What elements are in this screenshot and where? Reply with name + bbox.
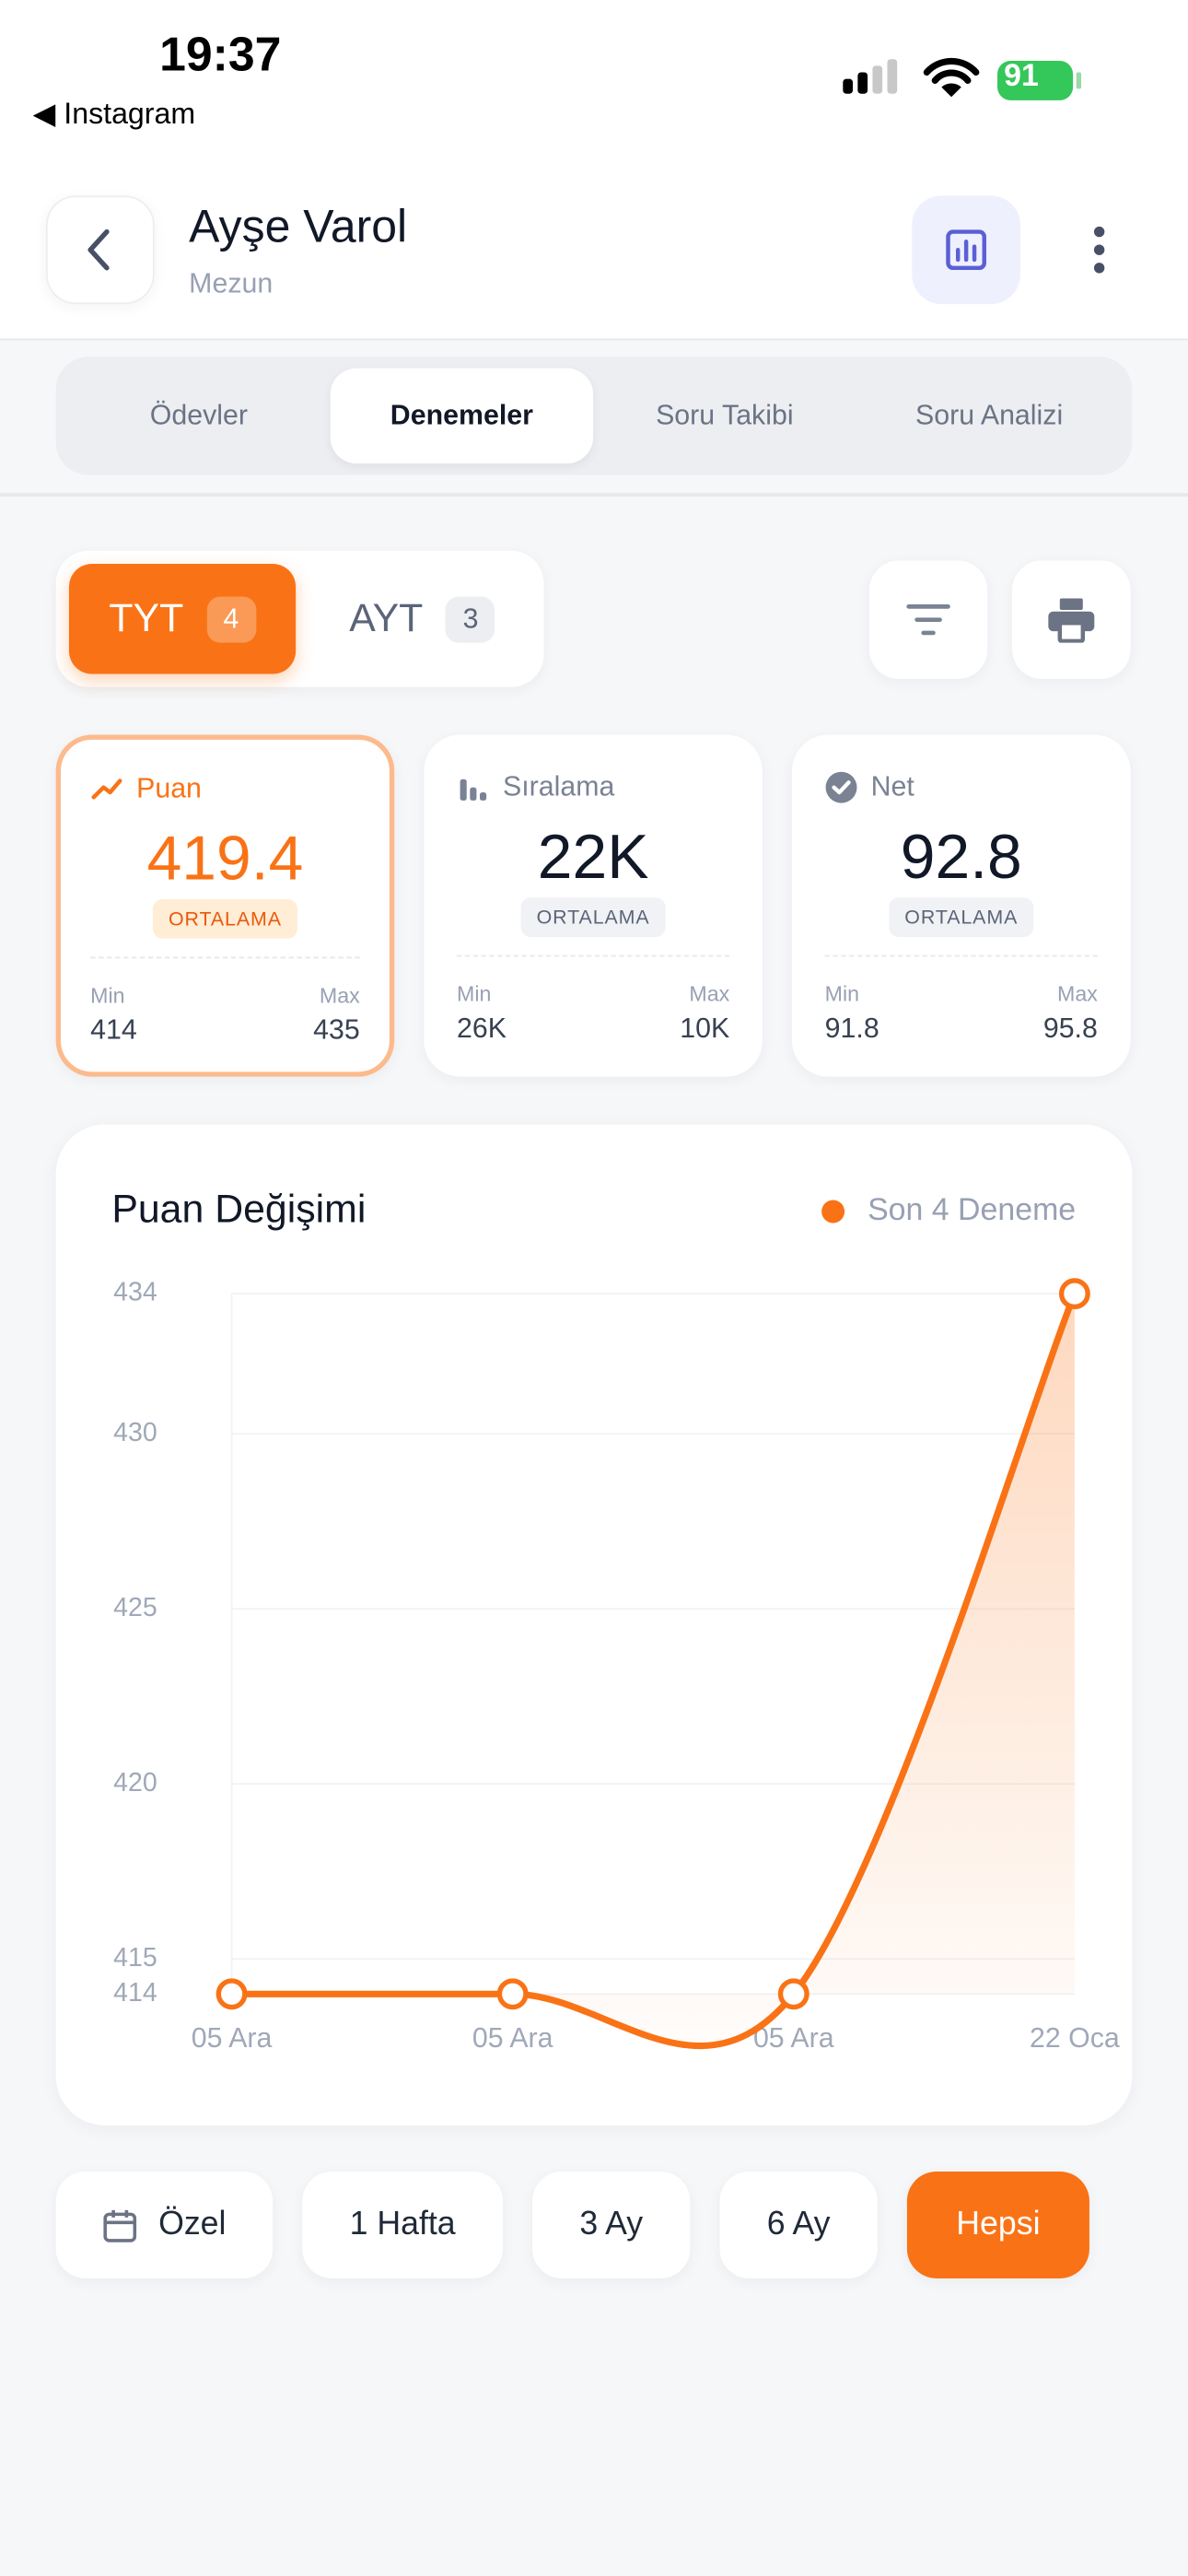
tab[interactable]: Denemeler [330,368,594,464]
y-tick-label: 430 [113,1418,157,1447]
range-button[interactable]: 3 Ay [532,2171,691,2278]
chart: Puan Değişimi 414 415 420 425 430 434 05 Ara 05… [111,1187,1120,2054]
y-tick-label: 434 [113,1278,157,1307]
exam-type-count: 4 [206,595,256,642]
battery-level: 91 [1004,59,1039,94]
legend-label: Son 4 Deneme [868,1192,1076,1227]
x-tick-label: 05 Ara [753,2023,834,2054]
more-button[interactable] [1085,224,1114,280]
stat-divider [824,954,1098,957]
x-tick-label: 05 Ara [472,2023,553,2054]
check-icon [825,771,857,803]
area [231,1294,1075,2046]
exam-type-label: AYT [349,595,424,640]
x-tick-label: 22 Oca [1030,2023,1120,2054]
tab[interactable]: Soru Analizi [915,399,1064,431]
stat-min: 414 [90,1013,137,1046]
stat-badge-wrap: ORTALAMA [796,897,1127,938]
back-button[interactable] [45,195,155,305]
point [777,1978,809,2010]
stat-max-label: Max [1057,981,1098,1006]
stat-min: 91.8 [824,1013,879,1044]
range-label: Özel [158,2206,227,2242]
divider [0,493,1188,497]
report-icon [946,229,986,271]
chevron-left [87,228,110,271]
stat-header: Net [825,771,914,804]
stat-min: 26K [457,1013,507,1044]
stat-value: 419.4 [146,825,304,895]
calendar-icon [104,2209,137,2242]
range-button[interactable]: 1 Hafta [302,2171,503,2278]
clock: 19:37 [159,29,282,83]
status-icons [843,57,1082,100]
range-button[interactable]: Özel [55,2171,274,2278]
tab[interactable]: Ödevler [149,399,249,431]
stat-badge: ORTALAMA [519,897,667,938]
range-label: 3 Ay [579,2206,644,2242]
student-status: Mezun [189,267,274,299]
range-label: Hepsi [956,2206,1041,2242]
stat-badge: ORTALAMA [888,897,1035,938]
stat-title: Sıralama [502,770,615,802]
stat-card[interactable]: Sıralama 22K ORTALAMA Min 26K Max 10K [424,734,763,1077]
range-label: 1 Hafta [349,2206,456,2242]
stat-card[interactable]: Net 92.8 ORTALAMA Min 91.8 Max 95.8 [791,734,1131,1077]
y-tick-label: 414 [113,1978,157,2008]
filter-icon [906,604,950,636]
stat-value: 92.8 [900,823,1022,893]
y-tick-label: 420 [113,1768,157,1797]
stat-badge-wrap: ORTALAMA [61,898,390,939]
stat-divider [90,956,360,959]
chart-title: Puan Değişimi [111,1187,366,1231]
stat-max: 10K [680,1013,730,1044]
legend-marker [821,1200,845,1224]
stat-badge-wrap: ORTALAMA [427,897,759,938]
exam-type-count: 3 [446,595,495,642]
y-tick-label: 415 [113,1943,157,1973]
stat-max-label: Max [319,982,360,1008]
exam-type-button[interactable]: AYT 3 [309,564,535,674]
stat-min-label: Min [90,982,125,1008]
x-tick-label: 05 Ara [192,2023,273,2054]
back-arrow: ◀ [32,97,64,130]
y-tick-label: 425 [113,1593,157,1622]
exam-type-button[interactable]: TYT 4 [68,563,297,674]
stat-max: 95.8 [1042,1013,1098,1044]
tab[interactable]: Soru Takibi [656,399,794,431]
stat-min-label: Min [824,981,860,1006]
range-label: 6 Ay [766,2206,831,2242]
stat-badge: ORTALAMA [152,898,298,939]
stat-max: 435 [313,1013,360,1046]
trend-icon [91,779,122,800]
back-app: Instagram [64,97,196,130]
stat-value: 22K [537,823,649,893]
back-to-app[interactable]: ◀ Instagram [33,97,195,131]
stat-card[interactable]: Puan 419.4 ORTALAMA Min 414 Max 435 [55,734,395,1077]
stat-title: Net [870,770,914,802]
point [496,1978,529,2010]
print-icon [1048,598,1095,643]
line [228,1290,1078,2050]
range-button[interactable]: 6 Ay [719,2171,878,2278]
stat-min-label: Min [457,981,492,1006]
point [215,1978,248,2010]
stat-divider [457,954,730,957]
tab-bar [55,357,1133,475]
stat-header: Puan [90,773,202,806]
bars-icon [460,779,487,801]
report-button[interactable] [912,195,1021,305]
stat-title: Puan [136,772,202,804]
student-name: Ayşe Varol [189,200,408,252]
stat-header: Sıralama [457,771,614,804]
stat-max-label: Max [689,981,730,1006]
range-button[interactable]: Hepsi [906,2171,1089,2278]
print-button[interactable] [1012,560,1131,679]
exam-type-label: TYT [109,595,184,640]
filter-button[interactable] [868,560,988,679]
point [1058,1278,1090,1310]
